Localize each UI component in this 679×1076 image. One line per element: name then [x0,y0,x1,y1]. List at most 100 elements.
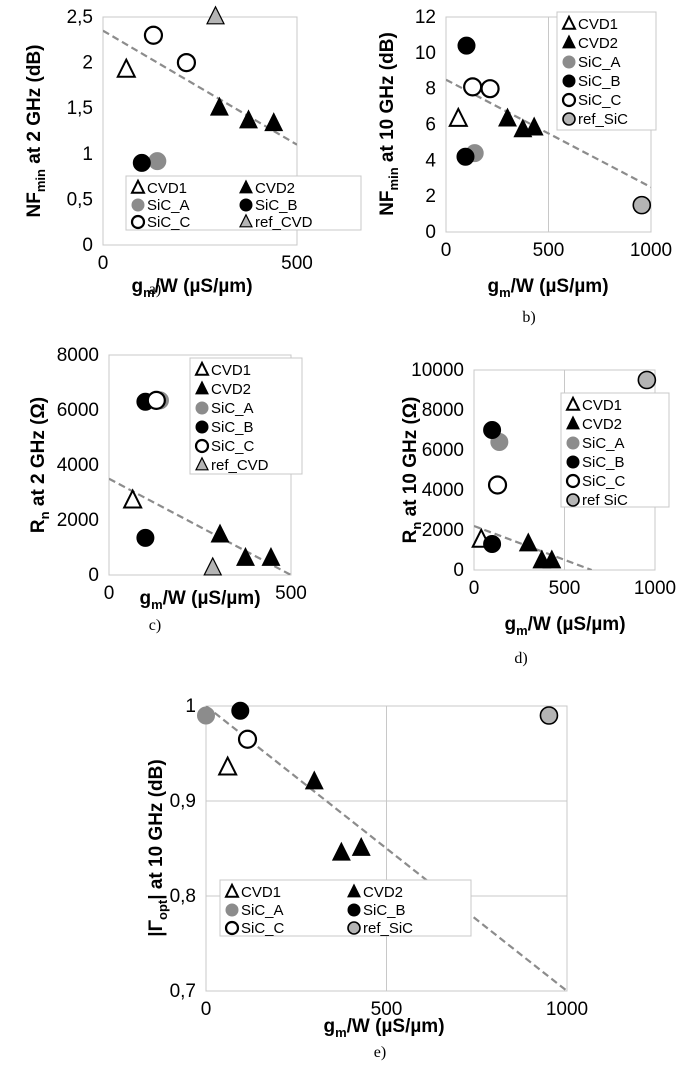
point-ref-cvd [203,556,223,576]
point-cvd2 [498,107,517,127]
y-tick-label: 6000 [57,400,99,421]
point-cvd1 [116,57,137,78]
trend-line [446,78,651,189]
y-tick-label: 10000 [411,360,464,381]
point-cvd2 [524,116,544,136]
y-axis-label: NFmin at 2 GHz (dB) [24,44,48,217]
x-tick-label: 500 [281,253,313,274]
y-axis-label: NFmin at 10 GHz (dB) [377,32,401,216]
legend-marker-sic-b [239,198,253,212]
point-ref-cvd [206,5,225,25]
legend-marker-cvd1 [224,882,240,898]
point-cvd2 [264,112,284,132]
point-sic-a [197,706,215,725]
y-tick-label: 4 [425,150,436,171]
y-tick-label: 0,5 [67,189,93,210]
point-sic-c [487,475,508,495]
legend-marker-cvd2 [239,179,253,194]
legend-marker-sic-c [561,92,577,108]
legend-marker-cvd1 [194,360,210,376]
x-tick-label: 500 [549,578,581,599]
y-tick-label: 2 [425,186,436,207]
x-tick-label: 500 [275,583,307,604]
legend-label: SiC_C [241,920,285,937]
y-axis-label: Rn at 10 GHz (Ω) [400,397,424,544]
legend-marker-cvd2 [195,380,209,395]
legend-label: SiC_A [211,400,254,417]
legend-label: ref_CVD [255,214,313,231]
legend-marker-sic-a [562,55,576,69]
legend-marker-sic-b [347,903,361,917]
legend-marker-sic-c [130,214,146,230]
point-ref-sic [539,706,559,725]
legend-label: CVD1 [147,180,187,197]
legend-marker-ref-cvd [195,456,209,471]
legend-label: CVD2 [578,35,618,52]
plot-area-a [102,16,298,246]
legend-marker-sic-c [224,920,240,936]
y-tick-label: 0,9 [170,791,196,812]
point-sic-b [231,701,250,720]
legend-label: SiC_B [578,73,621,90]
legend-label: SiC_C [578,92,622,109]
legend-label: CVD1 [582,397,622,414]
trend-line [109,477,291,575]
point-sic-b [483,535,502,553]
legend-label: SiC_B [255,197,298,214]
legend-marker-sic-b [562,74,576,88]
point-cvd2 [304,770,324,790]
y-tick-label: 0 [82,235,93,256]
chart-c: 0 2000 4000 6000 8000 0 500 CVD1 CVD2 SiC_A SiC_B S… [28,345,307,634]
panel-caption: b) [522,309,535,326]
legend-label: CVD1 [241,884,281,901]
legend-marker-cvd1 [561,14,577,30]
x-tick-label: 1000 [546,999,588,1020]
legend-label: SiC_C [147,214,191,231]
y-tick-label: 6000 [422,440,464,461]
x-tick-label: 0 [98,253,109,274]
point-sic-c [237,729,258,749]
legend-label: SiC_A [147,197,190,214]
x-tick-label: 500 [371,999,403,1020]
legend-marker-ref-cvd [239,213,253,228]
x-axis-label: gm/W (µS/µm) [131,276,252,300]
point-sic-b [457,36,476,55]
y-tick-label: 12 [415,7,436,28]
y-tick-label: 2 [82,53,93,74]
legend-label: CVD2 [255,180,295,197]
y-tick-label: 2000 [422,520,464,541]
panel-caption: c) [149,617,161,634]
legend-label: ref_SiC [363,920,413,937]
point-sic-c [143,25,164,45]
legend-marker-sic-c [565,473,581,489]
legend-label: CVD2 [211,381,251,398]
legend-marker-sic-c [194,438,210,454]
y-tick-label: 1 [185,696,196,717]
legend-marker-cvd1 [130,178,146,194]
legend-label: SiC_C [211,438,255,455]
y-axis-label: |Γopt| at 10 GHz (dB) [146,759,170,936]
legend-b: CVD1 CVD2 SiC_A SiC_B SiC_C ref_SiC [556,11,657,131]
x-tick-label: 0 [201,999,212,1020]
point-cvd1 [448,106,469,127]
y-tick-label: 1 [82,144,93,165]
point-sic-b [132,153,151,172]
legend-marker-sic-a [225,903,239,917]
point-cvd2 [239,109,258,129]
point-cvd2 [209,96,229,116]
point-sic-c [463,77,483,97]
legend-marker-cvd2 [566,415,580,430]
y-tick-label: 8000 [422,400,464,421]
point-cvd2 [261,546,281,566]
chart-a: 0 0,5 1 1,5 2 2,5 0 500 CVD1 CVD2 SiC_A SiC_B SiC_C r… [24,5,362,300]
legend-label: SiC_A [241,902,284,919]
legend-marker-cvd2 [562,34,576,49]
point-cvd2 [518,532,538,552]
x-axis-label: gm/W (µS/µm) [504,614,625,638]
legend-label: ref_SiC [578,111,628,128]
point-sic-b [136,528,155,547]
point-cvd1 [217,755,238,776]
legend-label: CVD1 [211,362,251,379]
y-tick-label: 8 [425,79,436,100]
trend-line [103,29,297,146]
